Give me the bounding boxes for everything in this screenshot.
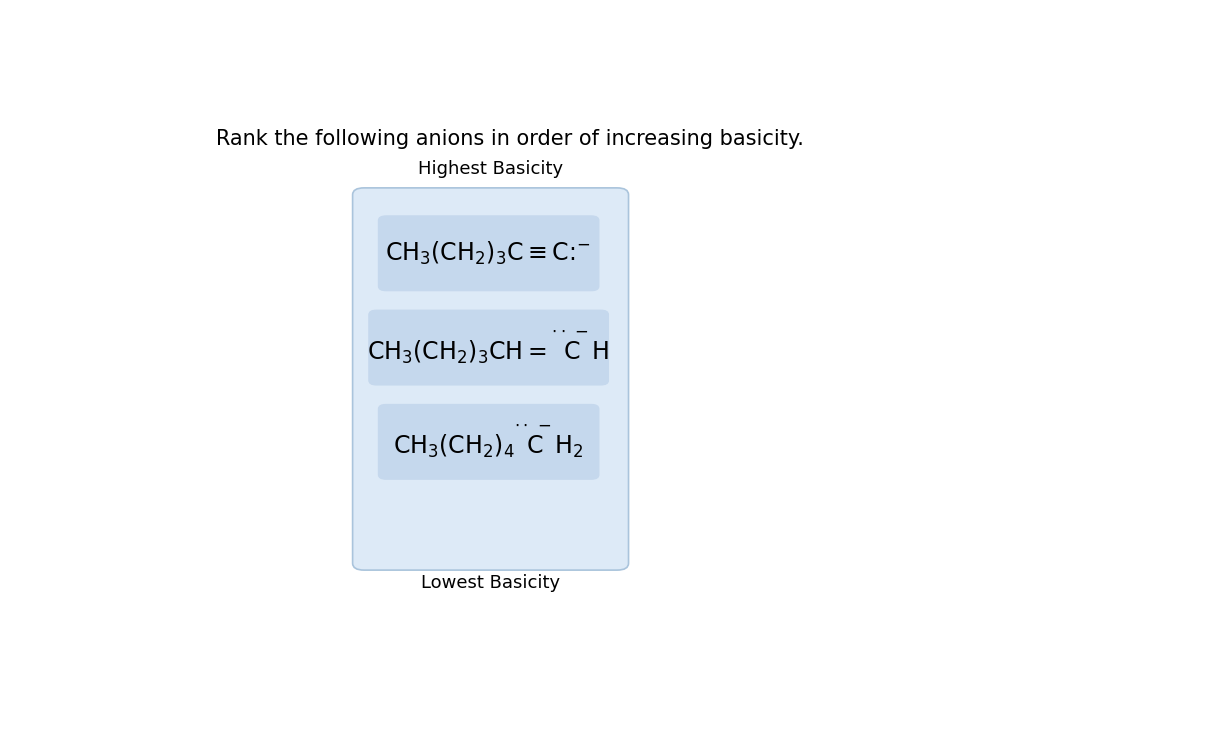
FancyBboxPatch shape xyxy=(378,216,599,291)
Text: CH$_3$(CH$_2$)$_3$C$\equiv$C$\colon^{\mathsf{-}}$: CH$_3$(CH$_2$)$_3$C$\equiv$C$\colon^{\ma… xyxy=(386,240,591,266)
Text: CH$_3$(CH$_2$)$_4$$\overset{\cdot\cdot\,-}{\mathrm{C}}$H$_2$: CH$_3$(CH$_2$)$_4$$\overset{\cdot\cdot\,… xyxy=(393,423,583,460)
FancyBboxPatch shape xyxy=(352,188,628,570)
Text: Lowest Basicity: Lowest Basicity xyxy=(421,574,561,591)
FancyBboxPatch shape xyxy=(368,310,609,385)
Text: Highest Basicity: Highest Basicity xyxy=(419,160,563,177)
FancyBboxPatch shape xyxy=(378,404,599,479)
Text: Rank the following anions in order of increasing basicity.: Rank the following anions in order of in… xyxy=(216,129,804,149)
Text: CH$_3$(CH$_2$)$_3$CH$=$$\overset{\cdot\cdot\,-}{\mathrm{C}}$H: CH$_3$(CH$_2$)$_3$CH$=$$\overset{\cdot\c… xyxy=(367,329,609,366)
